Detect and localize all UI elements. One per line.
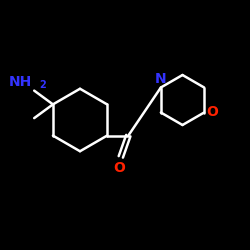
Text: NH: NH bbox=[9, 74, 32, 89]
Text: 2: 2 bbox=[40, 80, 46, 90]
Text: O: O bbox=[114, 162, 126, 175]
Text: O: O bbox=[207, 106, 218, 120]
Text: N: N bbox=[155, 72, 167, 86]
